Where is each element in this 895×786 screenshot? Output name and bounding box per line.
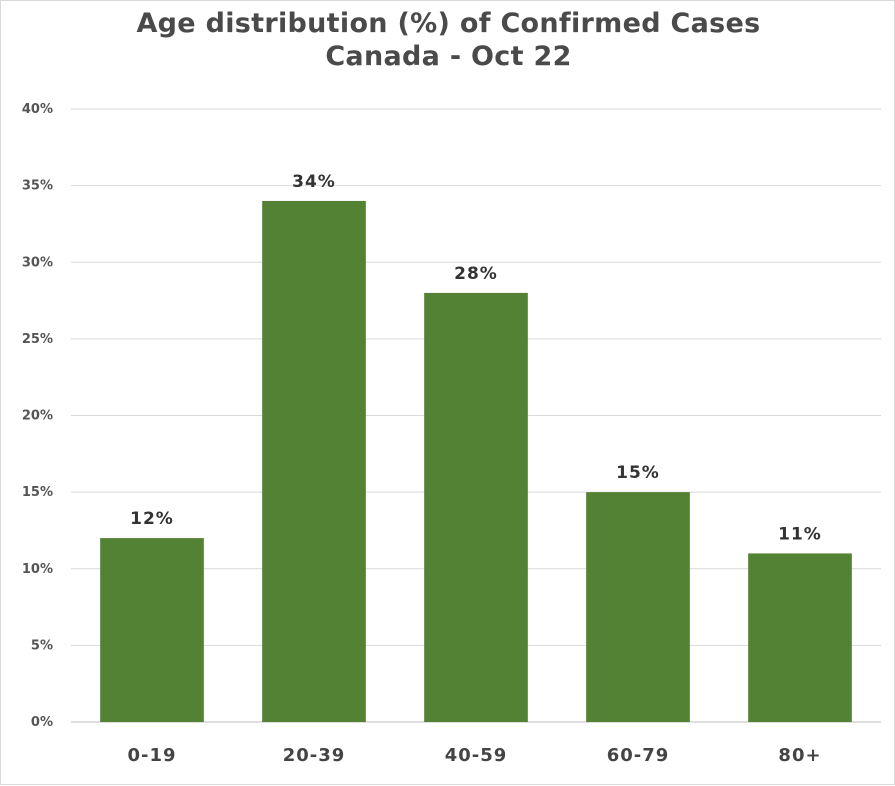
bar-0-19 xyxy=(100,538,204,722)
data-label: 12% xyxy=(130,509,174,529)
y-tick-label: 10% xyxy=(22,562,53,577)
x-category-label: 40-59 xyxy=(445,745,508,766)
x-category-label: 60-79 xyxy=(607,745,670,766)
bar-60-79 xyxy=(586,492,690,722)
data-label: 34% xyxy=(292,172,336,192)
data-label: 15% xyxy=(616,463,660,483)
y-tick-label: 25% xyxy=(22,332,53,347)
y-tick-label: 40% xyxy=(22,102,53,117)
y-tick-label: 30% xyxy=(22,255,53,270)
bar-40-59 xyxy=(424,292,528,722)
y-tick-label: 20% xyxy=(22,409,53,424)
y-tick-label: 0% xyxy=(31,715,53,730)
y-tick-label: 5% xyxy=(31,638,53,653)
bar-20-39 xyxy=(262,200,366,722)
y-tick-label: 35% xyxy=(22,179,53,194)
chart-subtitle: Canada - Oct 22 xyxy=(325,41,572,72)
data-label: 28% xyxy=(454,264,498,284)
x-category-label: 20-39 xyxy=(283,745,346,766)
y-tick-label: 15% xyxy=(22,485,53,500)
data-label: 11% xyxy=(778,524,822,544)
bar-80plus xyxy=(748,553,852,722)
x-category-label: 0-19 xyxy=(127,745,176,766)
x-category-label: 80+ xyxy=(778,745,821,766)
chart-title: Age distribution (%) of Confirmed Cases xyxy=(136,8,761,39)
